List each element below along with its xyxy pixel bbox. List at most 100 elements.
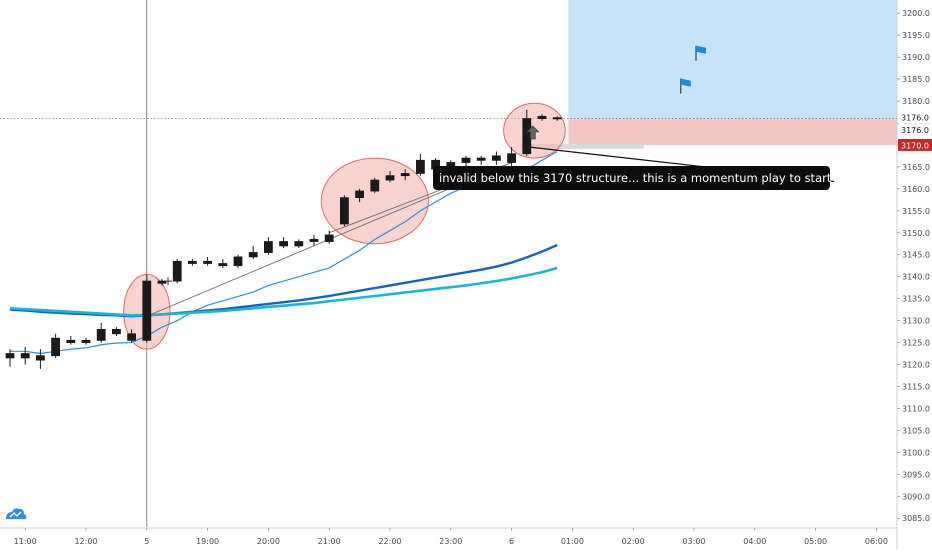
tradingview-cloud-icon[interactable]: [6, 508, 27, 519]
candle-17[interactable]: [248, 245, 258, 260]
candle-body: [157, 280, 167, 284]
x-tick-label: 22:00: [378, 537, 401, 546]
y-axis[interactable]: 3085.0 3090.0 3095.0 3100.0 3105.0 3110.0 3115…: [896, 0, 932, 550]
candle-body: [385, 175, 395, 181]
candle-12[interactable]: [172, 259, 182, 284]
x-tick-label: 23:00: [439, 537, 462, 546]
candle-6[interactable]: [81, 338, 91, 345]
candle-18[interactable]: [263, 237, 273, 255]
candle-body: [537, 115, 547, 119]
y-tick-label: 3175.0: [902, 119, 930, 128]
x-tick-label: 02:00: [622, 537, 645, 546]
candle-9[interactable]: [127, 329, 136, 343]
price-tag-current: 3176.0: [898, 111, 932, 124]
candle-15[interactable]: [218, 259, 228, 268]
candle-body: [96, 328, 106, 341]
candle-body: [248, 252, 258, 258]
candle-body: [355, 190, 365, 199]
cross-marker-1: [164, 277, 172, 286]
y-tick-label: 3150.0: [902, 229, 930, 238]
candle-32[interactable]: [476, 155, 486, 165]
y-tick-label: 3185.0: [902, 75, 930, 84]
candle-19[interactable]: [279, 237, 289, 249]
y-tick-label: 3125.0: [902, 339, 930, 348]
target-zone: [568, 0, 897, 119]
candle-5[interactable]: [66, 335, 76, 345]
candle-33[interactable]: [491, 151, 501, 165]
candle-body: [400, 173, 410, 177]
x-tick-label: 19:00: [196, 537, 219, 546]
y-tick-label: 3135.0: [902, 295, 930, 304]
candle-13[interactable]: [187, 259, 197, 266]
candle-1[interactable]: [5, 349, 15, 367]
x-tick-label: 04:00: [743, 537, 766, 546]
candle-22[interactable]: [324, 230, 334, 244]
candle-7[interactable]: [96, 322, 106, 343]
candles-group: [5, 109, 562, 369]
candle-body: [476, 157, 486, 161]
candle-28[interactable]: [415, 153, 425, 176]
candle-body: [339, 197, 349, 225]
candle-26[interactable]: [385, 171, 395, 183]
y-axis-background: [897, 0, 932, 550]
candle-3[interactable]: [36, 349, 45, 369]
y-tick-label: 3155.0: [902, 207, 930, 216]
y-tick-label: 3200.0: [902, 9, 930, 18]
candle-34[interactable]: [507, 147, 517, 167]
x-tick-label: 12:00: [74, 537, 97, 546]
candle-11[interactable]: [157, 278, 167, 286]
candle-body: [522, 118, 532, 155]
candle-body: [309, 238, 319, 242]
candle-2[interactable]: [20, 346, 30, 365]
candle-21[interactable]: [309, 234, 319, 246]
annotation-box: [433, 166, 830, 190]
candle-body: [324, 234, 334, 242]
candle-37[interactable]: [552, 116, 562, 121]
candle-20[interactable]: [294, 239, 304, 249]
candle-24[interactable]: [355, 188, 365, 203]
x-tick-label: 06:00: [865, 537, 888, 546]
entry-marker-bar: [520, 143, 644, 149]
price-tag-stop-text: 3170.0: [901, 141, 929, 150]
candle-23[interactable]: [339, 195, 349, 227]
y-tick-label: 3120.0: [902, 361, 930, 370]
flag-icon[interactable]: [695, 45, 706, 61]
y-tick-label: 3115.0: [902, 382, 930, 391]
flag-icon[interactable]: [680, 78, 691, 94]
x-tick-label: 01:00: [561, 537, 584, 546]
price-tag-stop: 3170.0: [898, 138, 932, 151]
y-tick-label: 3140.0: [902, 273, 930, 282]
candle-body: [142, 280, 152, 341]
x-tick-label: 05:00: [804, 537, 827, 546]
candle-body: [370, 179, 380, 192]
candle-body: [5, 353, 15, 359]
candle-body: [203, 260, 213, 264]
candle-body: [81, 339, 91, 343]
y-tick-label: 3145.0: [902, 251, 930, 260]
candle-body: [36, 355, 45, 361]
x-axis[interactable]: 11:00 12:00 5 19:00 20:00 21:00 22:00 23:00 6 01:…: [0, 527, 897, 546]
candle-body: [552, 117, 562, 120]
candle-4[interactable]: [51, 333, 60, 358]
candle-body: [263, 241, 273, 253]
candle-31[interactable]: [461, 155, 471, 167]
up-arrow-icon: [526, 125, 540, 140]
candle-body: [461, 157, 471, 163]
candle-body: [491, 155, 501, 161]
candle-16[interactable]: [233, 254, 243, 268]
x-tick-label: 11:00: [14, 537, 37, 546]
annotation-callout[interactable]: invalid below this 3170 structure... thi…: [433, 166, 888, 190]
y-tick-label: 3090.0: [902, 492, 930, 501]
candle-36[interactable]: [537, 114, 547, 121]
candle-10[interactable]: [142, 274, 152, 343]
candle-8[interactable]: [112, 327, 121, 336]
candle-body: [279, 241, 289, 247]
candle-27[interactable]: [400, 169, 410, 181]
candle-25[interactable]: [370, 177, 380, 194]
y-tick-label: 3085.0: [902, 514, 930, 523]
candle-body: [233, 256, 243, 267]
candle-14[interactable]: [203, 256, 213, 266]
y-tick-label: 3190.0: [902, 53, 930, 62]
